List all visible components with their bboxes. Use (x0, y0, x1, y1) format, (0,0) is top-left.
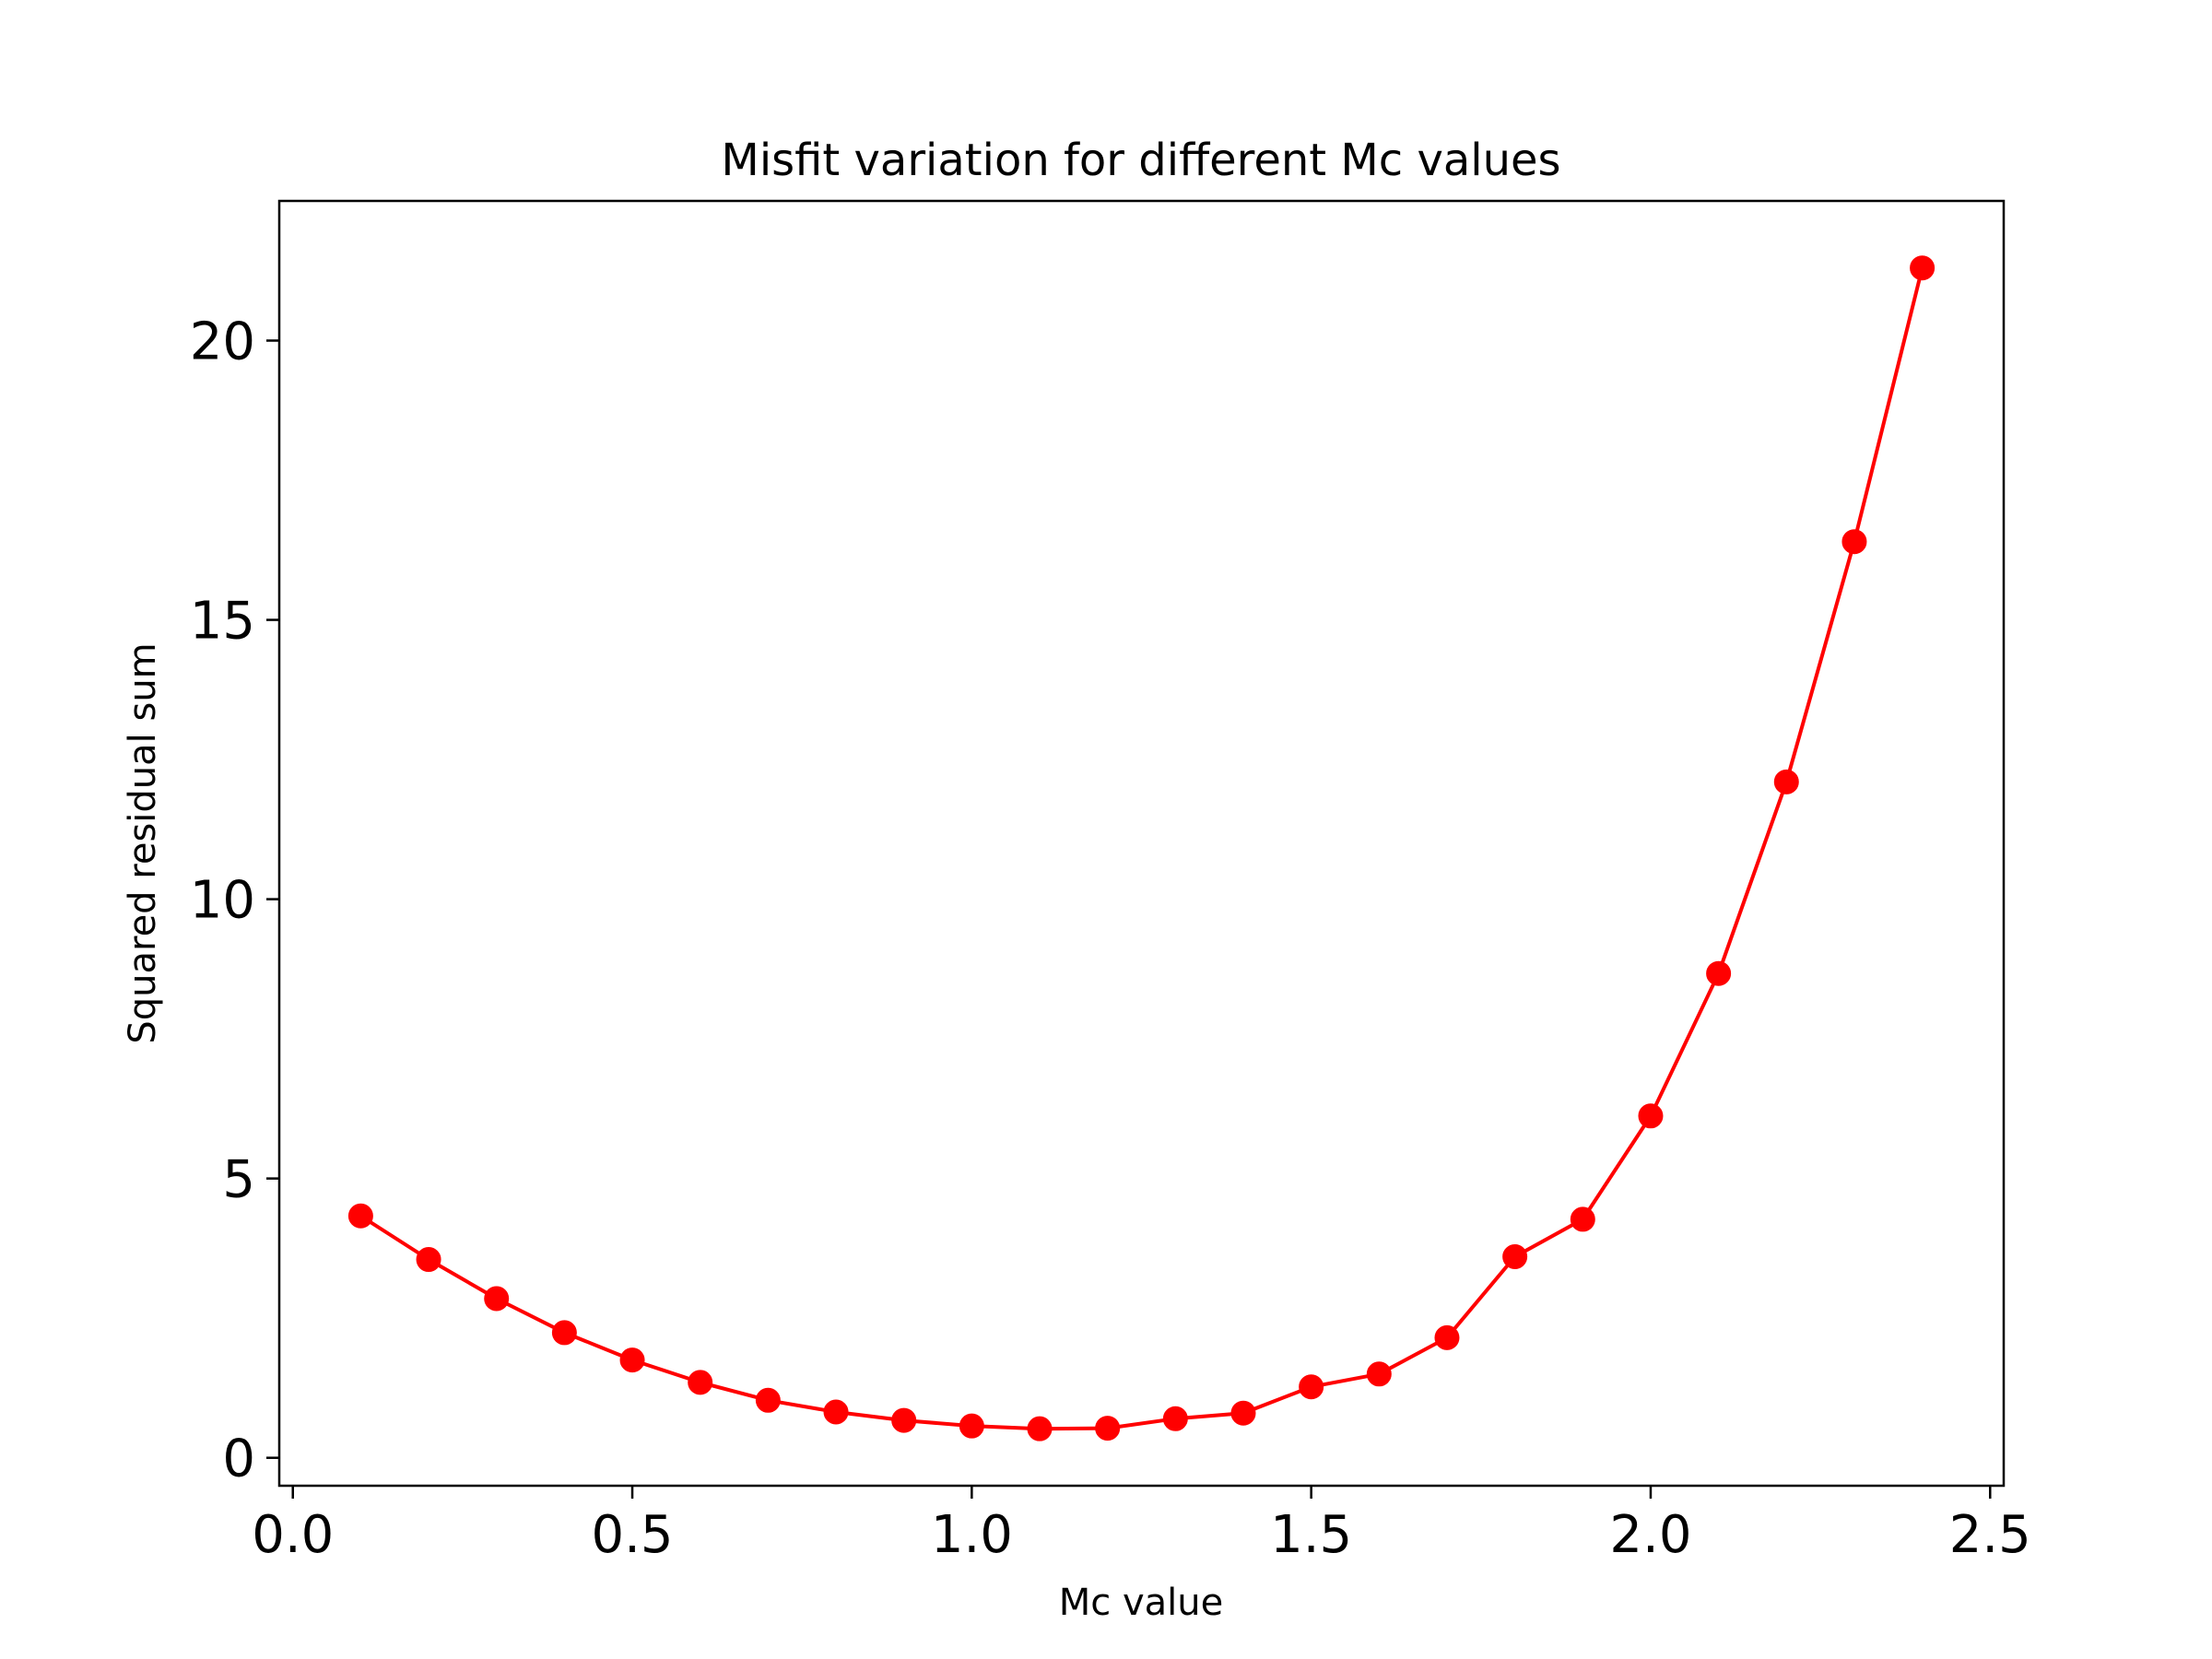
series-layer (347, 255, 1936, 1441)
x-tick-label: 0.0 (252, 1505, 334, 1565)
y-axis-label: Squared residual sum (122, 642, 164, 1043)
data-point (1706, 960, 1732, 986)
data-point (1570, 1206, 1595, 1232)
plot-frame (277, 199, 2006, 1488)
data-point (959, 1413, 984, 1439)
data-point (1299, 1374, 1324, 1400)
data-point (619, 1347, 645, 1373)
y-tick-label: 10 (190, 871, 255, 931)
data-point (1502, 1244, 1528, 1270)
data-point (755, 1387, 781, 1413)
data-point (1434, 1324, 1460, 1350)
data-point (347, 1203, 373, 1229)
x-tick-label: 1.5 (1270, 1505, 1352, 1565)
y-axis-ticks: 0 5 10 15 20 (190, 312, 279, 1489)
x-tick-label: 2.5 (1949, 1505, 2031, 1565)
data-point (1638, 1103, 1664, 1129)
x-axis-label: Mc value (1059, 1582, 1223, 1624)
chart-title: Misfit variation for different Mc values (721, 135, 1560, 186)
data-point (1841, 529, 1867, 555)
data-point (1162, 1406, 1188, 1431)
data-point (823, 1399, 849, 1425)
y-tick-label: 15 (190, 592, 255, 652)
y-tick-label: 5 (222, 1150, 255, 1210)
series-line (358, 265, 1925, 1431)
data-point (416, 1247, 441, 1273)
data-point (551, 1320, 577, 1346)
x-tick-label: 0.5 (592, 1505, 674, 1565)
x-tick-label: 2.0 (1609, 1505, 1691, 1565)
data-point (1910, 255, 1936, 281)
data-point (1230, 1400, 1256, 1426)
data-point (484, 1286, 510, 1312)
x-tick-label: 1.0 (931, 1505, 1013, 1565)
data-point (688, 1370, 713, 1395)
y-tick-label: 20 (190, 312, 255, 372)
data-point (1773, 769, 1799, 794)
x-axis-ticks: 0.0 0.5 1.0 1.5 2.0 2.5 (252, 1486, 2031, 1565)
data-point (1027, 1416, 1053, 1441)
data-point (1366, 1361, 1392, 1387)
y-tick-label: 0 (222, 1430, 255, 1489)
data-point (1095, 1416, 1121, 1441)
data-point (891, 1407, 917, 1433)
